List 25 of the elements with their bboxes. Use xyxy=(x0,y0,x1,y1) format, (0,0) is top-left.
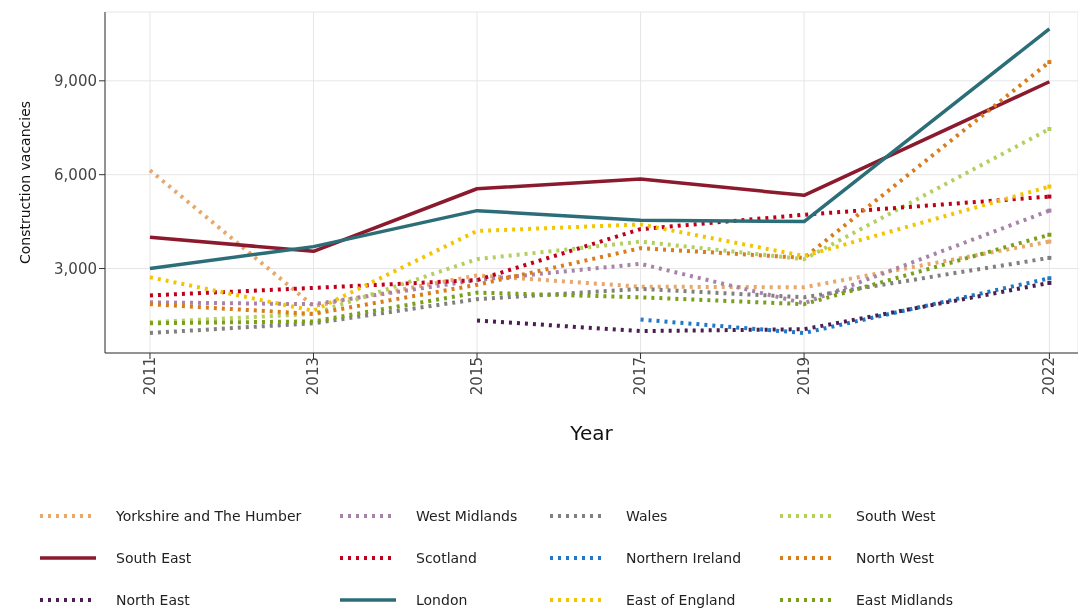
x-tick-label: 2022 xyxy=(1040,357,1059,396)
x-tick-label: 2011 xyxy=(140,357,159,396)
x-tick-label: 2019 xyxy=(794,357,813,396)
x-tick-label: 2015 xyxy=(467,357,486,396)
y-tick-label: 6,000 xyxy=(54,166,97,184)
x-axis-title: Year xyxy=(569,421,614,445)
y-tick-label: 9,000 xyxy=(54,72,97,91)
legend-label: West Midlands xyxy=(416,508,518,524)
legend-label: North East xyxy=(116,592,190,608)
line-series xyxy=(148,27,1052,271)
legend-label: South West xyxy=(856,508,936,524)
legend-label: Scotland xyxy=(416,550,477,566)
y-tick-label: 3,000 xyxy=(54,259,97,278)
x-tick-label: 2013 xyxy=(304,357,323,396)
y-axis-title: Construction vacancies xyxy=(17,100,33,265)
legend-label: Yorkshire and The Humber xyxy=(116,508,302,524)
legend-label: Wales xyxy=(626,508,668,524)
legend-label: East Midlands xyxy=(856,592,954,608)
legend-label: East of England xyxy=(626,592,736,608)
legend-label: North West xyxy=(856,550,935,566)
legend-label: Northern Ireland xyxy=(626,550,742,566)
line-series xyxy=(148,80,1052,254)
legend-label: South East xyxy=(116,550,192,566)
legend-label: London xyxy=(416,592,468,608)
x-tick-label: 2017 xyxy=(631,357,650,396)
